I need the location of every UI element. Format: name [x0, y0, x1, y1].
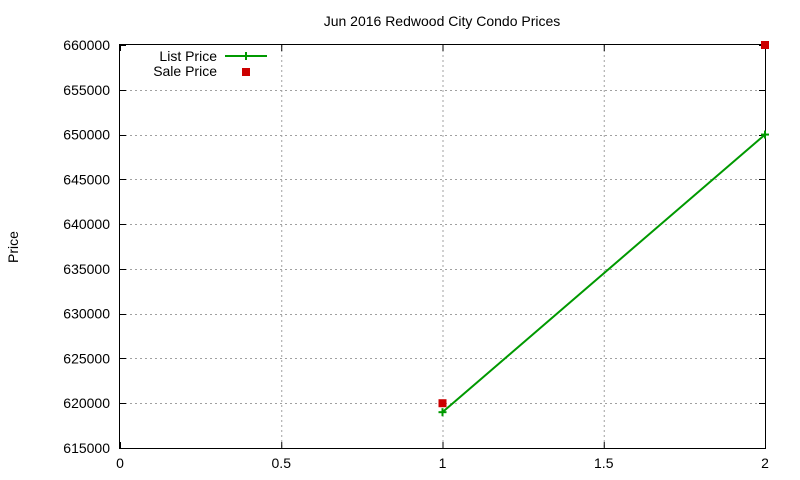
data-point-sale-price — [438, 399, 447, 408]
x-tick-label: 2 — [761, 455, 769, 471]
y-tick-label: 660000 — [63, 37, 110, 53]
x-tick-label: 0.5 — [272, 455, 292, 471]
grid-layer — [120, 45, 765, 448]
y-tick-label: 625000 — [63, 350, 110, 366]
legend-marker-list-price — [242, 52, 250, 60]
data-point-sale-price — [761, 41, 769, 49]
legend-entry-list-price: List Price — [159, 48, 267, 64]
y-tick-label: 615000 — [63, 440, 110, 456]
x-tick-label: 1.5 — [594, 455, 614, 471]
legend-entry-sale-price: Sale Price — [153, 63, 250, 79]
data-point-list-price — [438, 408, 447, 417]
chart-title: Jun 2016 Redwood City Condo Prices — [324, 13, 561, 29]
y-tick-label: 635000 — [63, 261, 110, 277]
legend-label-list-price: List Price — [159, 48, 217, 64]
legend: List Price Sale Price — [153, 48, 267, 79]
y-tick-label: 645000 — [63, 171, 110, 187]
data-point-list-price — [761, 130, 769, 139]
y-tick-label: 630000 — [63, 306, 110, 322]
legend-label-sale-price: Sale Price — [153, 63, 217, 79]
x-tick-label: 0 — [116, 455, 124, 471]
ticks-layer: 0 0.5 1 1.5 2 615000 620000 625000 630000 635000 6… — [63, 37, 769, 471]
series-line-list-price — [441, 133, 766, 413]
x-tick-label: 1 — [439, 455, 447, 471]
y-tick-label: 650000 — [63, 127, 110, 143]
plot-frame — [119, 44, 766, 449]
y-tick-label: 640000 — [63, 216, 110, 232]
y-axis-title: Price — [5, 231, 21, 263]
series-sale-price — [438, 41, 769, 408]
legend-marker-sale-price — [242, 68, 250, 76]
y-tick-label: 620000 — [63, 395, 110, 411]
legend-point-list-price — [242, 52, 250, 60]
series-layer — [438, 41, 769, 417]
y-tick-label: 655000 — [63, 82, 110, 98]
legend-point-sale-price — [242, 68, 250, 76]
series-list-price — [438, 130, 769, 417]
